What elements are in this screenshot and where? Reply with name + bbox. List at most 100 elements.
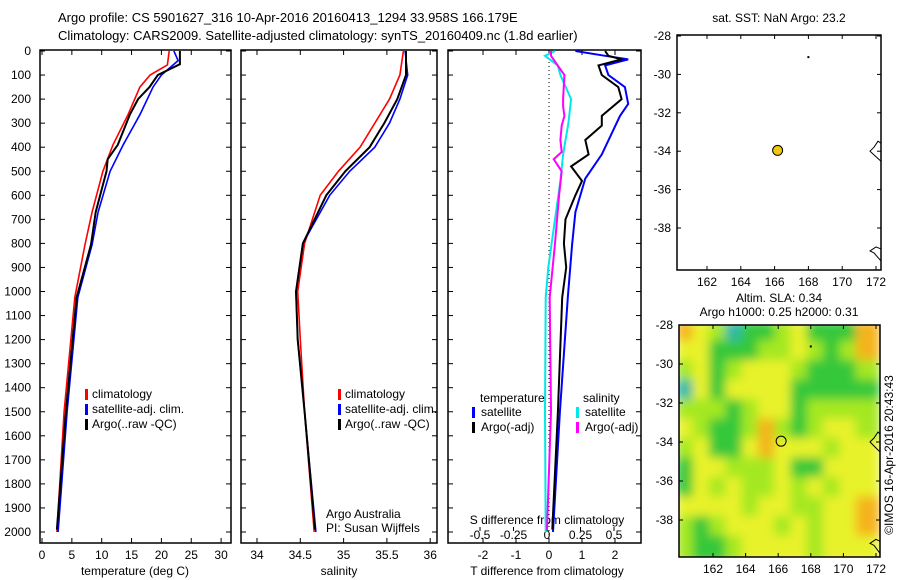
t-satellite-line — [552, 50, 630, 533]
lon-tick-label: 164 — [736, 562, 756, 576]
lat-tick-label: -30 — [656, 357, 674, 371]
header-title: Argo profile: CS 5901627_316 10-Apr-2016… — [58, 10, 518, 25]
x-tick-label: 0 — [39, 548, 46, 562]
y-tick-label: 400 — [11, 140, 31, 154]
s-tick-label: 0.5 — [606, 528, 623, 542]
lon-tick-label: 170 — [833, 562, 853, 576]
map-frame — [678, 324, 881, 558]
legend-satellite-label: satellite-adj. clim. — [345, 402, 437, 416]
lat-tick-label: -36 — [654, 183, 672, 197]
argo-position-marker — [775, 435, 787, 447]
x-tick-label: 35 — [337, 548, 351, 562]
lat-tick-label: -36 — [656, 474, 674, 488]
y-tick-label: 1000 — [4, 285, 31, 299]
y-tick-label: 800 — [11, 236, 31, 250]
series-climatology-line — [296, 50, 405, 533]
y-tick-label: 500 — [11, 164, 31, 178]
salinity-panel-frame — [240, 49, 438, 544]
credit-institution: Argo Australia — [326, 507, 401, 521]
t-difference-axis-label: T difference from climatology — [470, 564, 624, 578]
coastline — [869, 140, 882, 162]
x-tick-label: 20 — [155, 548, 169, 562]
y-tick-label: 2000 — [4, 525, 31, 539]
legend-item-label: satellite — [585, 405, 626, 419]
series-climatology-line — [56, 50, 170, 533]
s-tick-label: 0.25 — [569, 528, 593, 542]
legend-argo-label: Argo(..raw -QC) — [92, 417, 177, 431]
difference-panel-frame — [447, 49, 642, 544]
lat-tick-label: -34 — [656, 435, 674, 449]
lon-tick-label: 164 — [731, 275, 751, 289]
legend-satellite-label: satellite-adj. clim. — [92, 402, 184, 416]
series-argo-line — [55, 51, 181, 530]
coastline — [869, 246, 882, 262]
lon-tick-label: 166 — [768, 562, 788, 576]
y-tick-label: 1800 — [4, 477, 31, 491]
s-tick-label: 0 — [544, 528, 551, 542]
x-tick-label: 5 — [69, 548, 76, 562]
y-tick-label: 200 — [11, 92, 31, 106]
s-argo-line — [546, 51, 566, 530]
sst-map-title: sat. SST: NaN Argo: 23.2 — [712, 11, 846, 25]
lat-tick-label: -32 — [654, 106, 672, 120]
lat-tick-label: -30 — [654, 67, 672, 81]
x-tick-label: 36 — [424, 548, 438, 562]
argo-position-marker — [772, 144, 784, 156]
legend-climatology-swatch — [85, 389, 88, 400]
sla-heatmap — [679, 325, 880, 557]
lon-tick-label: 162 — [703, 562, 723, 576]
legend-swatch — [472, 407, 475, 418]
x-tick-label: 0 — [546, 548, 553, 562]
legend-swatch — [576, 422, 579, 433]
y-tick-label: 0 — [24, 44, 31, 58]
y-tick-label: 1100 — [5, 309, 31, 323]
lon-tick-label: 166 — [765, 275, 785, 289]
coastline — [869, 538, 881, 554]
sla-heatmap-cells — [679, 325, 880, 557]
x-tick-label: 1 — [579, 548, 586, 562]
legend-climatology-swatch — [338, 389, 341, 400]
legend-climatology-label: climatology — [92, 387, 152, 401]
legend-climatology-label: climatology — [345, 387, 405, 401]
legend-argo-swatch — [338, 419, 341, 430]
credit-pi: PI: Susan Wijffels — [326, 521, 420, 535]
s-tick-label: -0.5 — [470, 528, 491, 542]
lon-tick-label: 162 — [697, 275, 717, 289]
y-tick-label: 1700 — [4, 453, 31, 467]
s-tick-label: -0.25 — [500, 528, 528, 542]
x-tick-label: 2 — [612, 548, 619, 562]
legend-satellite-swatch — [85, 404, 88, 415]
island-marker — [807, 56, 810, 59]
lon-tick-label: 168 — [798, 275, 818, 289]
lon-tick-label: 170 — [832, 275, 852, 289]
lat-tick-label: -38 — [654, 221, 672, 235]
x-tick-label: 10 — [95, 548, 109, 562]
x-tick-label: -1 — [511, 548, 522, 562]
imos-timestamp: ©IMOS 16-Apr-2016 20:43:43 — [882, 375, 896, 535]
y-tick-label: 1400 — [4, 381, 31, 395]
y-tick-label: 900 — [11, 260, 31, 274]
sla-map-title: Altim. SLA: 0.34 — [736, 291, 822, 305]
lat-tick-label: -34 — [654, 144, 672, 158]
legend-item-label: Argo(-adj) — [585, 420, 638, 434]
lat-tick-label: -38 — [656, 513, 674, 527]
lat-tick-label: -32 — [656, 396, 674, 410]
lon-tick-label: 172 — [866, 275, 886, 289]
y-tick-label: 1300 — [4, 357, 31, 371]
y-tick-label: 1200 — [4, 333, 31, 347]
legend-argo-swatch — [85, 419, 88, 430]
coastline — [869, 431, 881, 453]
legend-satellite-swatch — [338, 404, 341, 415]
salinity-axis-label: salinity — [321, 564, 358, 578]
temperature-panel-frame — [39, 49, 232, 544]
y-tick-label: 300 — [11, 116, 31, 130]
x-tick-label: 35.5 — [375, 548, 399, 562]
y-tick-label: 1600 — [4, 429, 31, 443]
legend-salinity-title: salinity — [583, 391, 620, 405]
x-tick-label: 25 — [185, 548, 199, 562]
legend-item-label: Argo(-adj) — [481, 420, 534, 434]
y-tick-label: 100 — [11, 68, 31, 82]
legend-argo-label: Argo(..raw -QC) — [345, 417, 430, 431]
map-frame — [676, 34, 882, 271]
